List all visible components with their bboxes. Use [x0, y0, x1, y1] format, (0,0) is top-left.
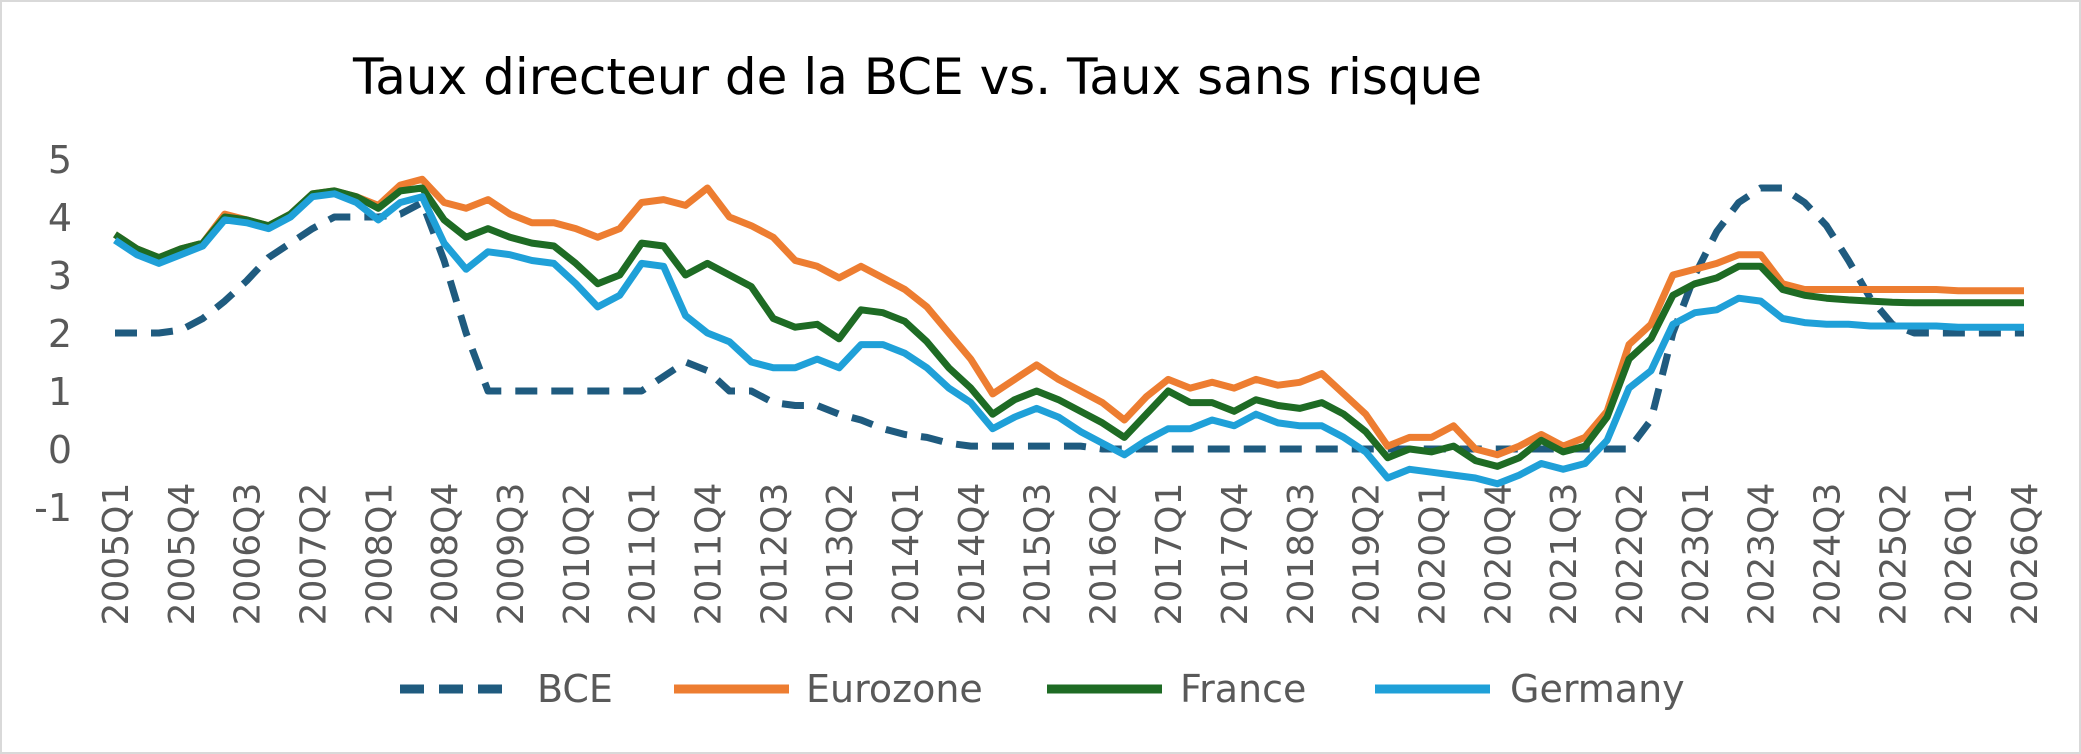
x-tick-label: 2017Q1: [1149, 483, 1190, 626]
y-tick-label: 0: [48, 428, 72, 472]
x-tick-label: 2006Q3: [228, 483, 269, 626]
x-tick-label: 2024Q3: [1808, 483, 1849, 626]
series-line-eurozone: [113, 175, 2024, 459]
y-tick-label: 3: [48, 254, 72, 298]
x-tick-label: 2015Q3: [1018, 483, 1059, 626]
y-tick-label: 1: [48, 370, 72, 414]
y-tick-label: 4: [48, 196, 72, 240]
x-tick-label: 2008Q4: [425, 483, 466, 626]
x-tick-label: 2014Q4: [952, 483, 993, 626]
legend-label-germany: Germany: [1510, 667, 1685, 711]
x-tick-label: 2020Q1: [1413, 483, 1454, 626]
y-tick-label: -1: [34, 486, 72, 530]
x-tick-label: 2016Q2: [1083, 483, 1124, 626]
x-tick-label: 2025Q2: [1873, 483, 1914, 626]
legend-label-eurozone: Eurozone: [806, 667, 983, 711]
series-line-bce: [115, 184, 2024, 453]
x-tick-label: 2012Q3: [754, 483, 795, 626]
y-tick-label: 2: [48, 312, 72, 356]
x-tick-label: 2010Q2: [557, 483, 598, 626]
x-tick-label: 2009Q3: [491, 483, 532, 626]
x-tick-label: 2020Q4: [1478, 483, 1519, 626]
legend-label-france: France: [1180, 667, 1306, 711]
x-tick-label: 2013Q2: [820, 483, 861, 626]
x-tick-label: 2017Q4: [1215, 483, 1256, 626]
x-tick-label: 2023Q4: [1742, 483, 1783, 626]
x-tick-label: 2026Q4: [2005, 483, 2046, 626]
x-tick-label: 2021Q3: [1544, 483, 1585, 626]
x-tick-label: 2008Q1: [359, 483, 400, 626]
x-axis-ticks: 2005Q1 2005Q4 2006Q3 2007Q2 2008Q1 2008Q4 2009…: [96, 483, 2046, 626]
x-tick-label: 2026Q1: [1939, 483, 1980, 626]
series-layer: [113, 175, 2024, 488]
y-axis-ticks: 5 4 3 2 1 0 -1: [34, 138, 72, 530]
series-line-france: [113, 184, 2024, 470]
x-tick-label: 2005Q1: [96, 483, 137, 626]
chart-title: Taux directeur de la BCE vs. Taux sans r…: [352, 48, 1482, 106]
y-tick-label: 5: [48, 138, 72, 182]
legend-label-bce: BCE: [537, 667, 613, 711]
legend: BCE Eurozone France Germany: [400, 667, 1685, 711]
series-line-germany: [113, 190, 2024, 488]
x-tick-label: 2005Q4: [162, 483, 203, 626]
x-tick-label: 2022Q2: [1610, 483, 1651, 626]
x-tick-label: 2011Q1: [623, 483, 664, 626]
x-tick-label: 2019Q2: [1347, 483, 1388, 626]
x-tick-label: 2018Q3: [1281, 483, 1322, 626]
x-tick-label: 2011Q4: [688, 483, 729, 626]
x-tick-label: 2023Q1: [1676, 483, 1717, 626]
x-tick-label: 2007Q2: [293, 483, 334, 626]
x-tick-label: 2014Q1: [886, 483, 927, 626]
